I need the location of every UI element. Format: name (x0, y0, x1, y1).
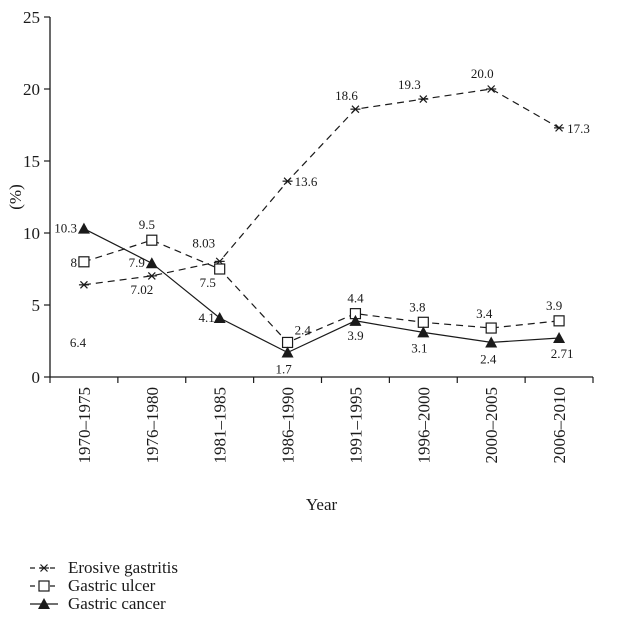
data-point-asterisk (146, 271, 157, 280)
data-point-asterisk (282, 177, 293, 186)
x-tick-label: 2000–2005 (482, 387, 501, 464)
x-tick-label: 2006–2010 (550, 387, 569, 464)
data-label: 4.4 (347, 291, 364, 306)
x-tick-label: 1986–1990 (279, 387, 298, 464)
data-point-asterisk (418, 95, 429, 104)
data-point-triangle (485, 336, 498, 348)
y-tick-label: 15 (23, 152, 40, 171)
series-line (83, 228, 560, 354)
data-point-triangle (77, 222, 90, 234)
y-tick-label: 0 (32, 368, 41, 387)
y-axis-title: (%) (6, 184, 25, 209)
data-labels: 6.4 7.02 8.03 13.6 18.6 19.3 20.0 17.3 8 9.5 7.5 2.… (54, 66, 590, 377)
data-label: 7.02 (130, 282, 153, 297)
data-point-square (485, 322, 497, 334)
data-point-square (214, 263, 226, 275)
data-point-square (553, 315, 565, 327)
data-point-asterisk (39, 564, 49, 572)
legend-label: Gastric ulcer (68, 576, 156, 595)
data-label: 10.3 (54, 221, 77, 236)
data-point-asterisk (78, 280, 89, 289)
data-label: 2.4 (295, 322, 312, 337)
data-label: 3.1 (411, 340, 427, 355)
y-tick-label: 5 (32, 296, 41, 315)
data-point-square (417, 316, 429, 328)
data-label: 3.9 (546, 298, 562, 313)
data-point-triangle (145, 257, 158, 269)
axes: 0 5 10 15 20 25 1970–1975 1976–1980 1981–1985 198… (23, 8, 594, 464)
data-point-asterisk (350, 105, 361, 114)
data-label: 8.03 (192, 235, 215, 250)
data-label: 2.71 (551, 346, 574, 361)
data-label: 7.9 (129, 255, 145, 270)
x-axis-title: Year (306, 495, 338, 514)
data-point-asterisk (486, 85, 497, 93)
x-tick-label: 1996–2000 (414, 387, 433, 464)
data-point-triangle (349, 314, 362, 326)
data-label: 7.5 (200, 275, 216, 290)
data-point-triangle (281, 346, 294, 358)
data-point-triangle (38, 598, 50, 609)
data-point-asterisk (554, 123, 565, 132)
data-label: 8 (70, 255, 77, 270)
legend-label: Gastric cancer (68, 594, 166, 613)
x-tick-label: 1976–1980 (143, 387, 162, 464)
data-label: 3.9 (347, 328, 363, 343)
data-label: 18.6 (335, 88, 358, 103)
x-tick-label: 1970–1975 (75, 387, 94, 464)
data-point-triangle (553, 331, 566, 343)
data-point-square (281, 336, 294, 349)
data-label: 17.3 (567, 121, 590, 136)
data-point-triangle (417, 326, 430, 338)
legend-item: Gastric cancer (30, 594, 166, 613)
data-label: 2.4 (480, 351, 497, 366)
legend-item: Erosive gastritis (30, 558, 178, 577)
series-group (77, 85, 566, 358)
data-label: 20.0 (471, 66, 494, 81)
data-point-square (146, 234, 158, 246)
y-tick-label: 10 (23, 224, 40, 243)
data-label: 19.3 (398, 77, 421, 92)
data-point-triangle (213, 311, 226, 323)
x-tick-label: 1981–1985 (211, 387, 230, 464)
legend-item: Gastric ulcer (30, 576, 156, 595)
data-point-square (78, 256, 90, 268)
x-tick-label: 1991–1995 (346, 387, 365, 464)
data-label: 9.5 (139, 217, 155, 232)
data-label: 3.4 (476, 306, 493, 321)
y-tick-label: 25 (23, 8, 40, 27)
series-line (83, 239, 560, 344)
series-line (83, 88, 560, 286)
data-label: 13.6 (295, 174, 318, 189)
data-label: 3.8 (409, 299, 425, 314)
data-label: 6.4 (70, 335, 87, 350)
data-label: 1.7 (275, 362, 292, 377)
data-label: 4.1 (198, 310, 214, 325)
legend-label: Erosive gastritis (68, 558, 178, 577)
data-point-square (38, 580, 50, 592)
y-tick-label: 20 (23, 80, 40, 99)
